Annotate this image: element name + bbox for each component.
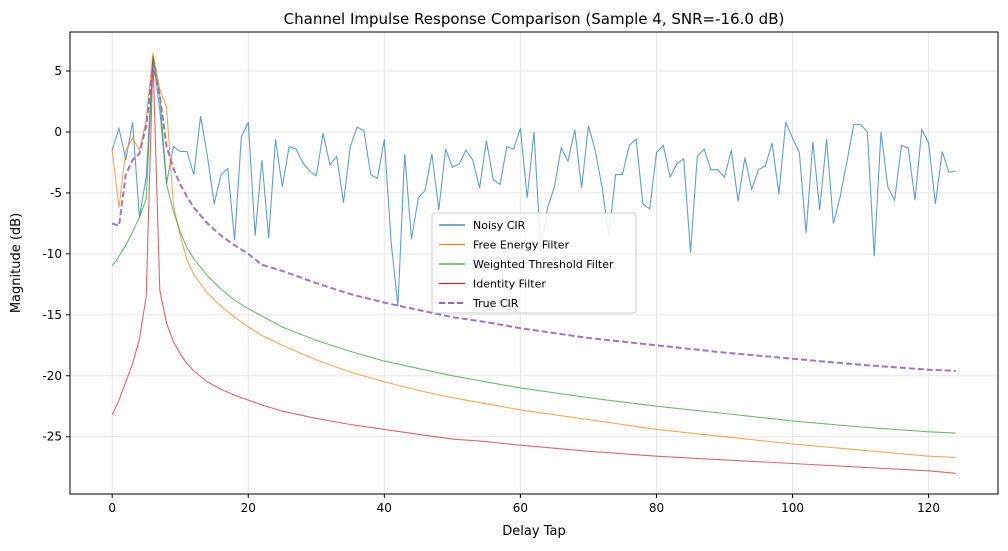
x-tick-label: 20 <box>241 501 256 515</box>
legend-entry: True CIR <box>472 297 519 310</box>
legend-entry: Weighted Threshold Filter <box>473 258 614 271</box>
ticks: 0 20 40 60 80 100 120 5 0 -5 -10 -15 -20 -25 <box>42 64 940 515</box>
series-line-free-energy-filter <box>111 52 956 458</box>
series-lines <box>111 52 956 474</box>
legend-box <box>431 212 637 314</box>
series-line-identity-filter <box>111 58 956 474</box>
y-tick-label: 0 <box>54 125 62 139</box>
series-line-noisy-cir <box>111 56 956 307</box>
y-tick-label: -10 <box>42 247 62 261</box>
y-tick-label: -5 <box>50 186 62 200</box>
series-line-weighted-threshold-filter <box>111 56 956 434</box>
y-tick-label: -20 <box>42 369 62 383</box>
x-tick-label: 60 <box>513 501 528 515</box>
legend-entry: Noisy CIR <box>473 219 526 232</box>
grid <box>70 32 998 494</box>
legend-entry: Free Energy Filter <box>473 239 570 252</box>
y-tick-label: -15 <box>42 308 62 322</box>
x-tick-label: 40 <box>377 501 392 515</box>
x-tick-label: 0 <box>108 501 116 515</box>
chart-title: Channel Impulse Response Comparison (Sam… <box>284 10 785 28</box>
x-tick-label: 120 <box>917 501 940 515</box>
x-tick-label: 100 <box>781 501 804 515</box>
x-tick-label: 80 <box>649 501 664 515</box>
y-tick-label: -25 <box>42 430 62 444</box>
y-tick-label: 5 <box>54 64 62 78</box>
plot-frame <box>69 31 999 495</box>
series-line-true-cir <box>111 64 956 372</box>
x-axis-label: Delay Tap <box>502 524 565 539</box>
legend-entry: Identity Filter <box>473 278 546 291</box>
y-axis-label: Magnitude (dB) <box>9 213 24 313</box>
legend: Noisy CIR Free Energy Filter Weighted Thre… <box>431 212 637 314</box>
